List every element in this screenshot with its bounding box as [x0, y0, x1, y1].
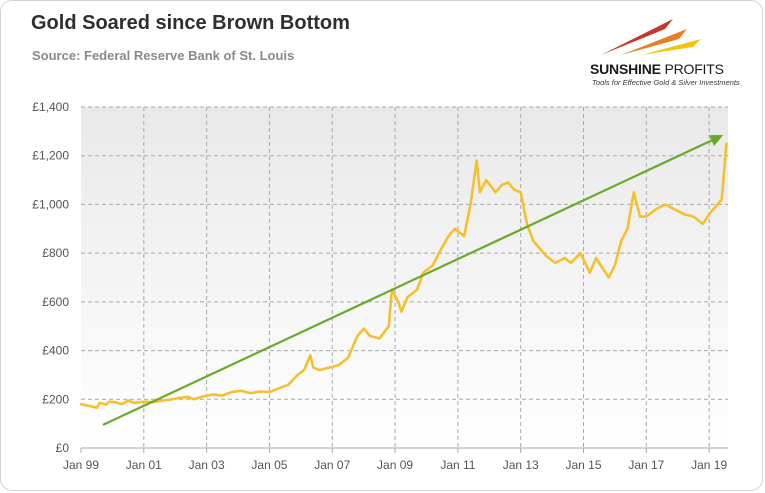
x-tick-label: Jan 13	[503, 458, 539, 472]
x-tick-label: Jan 17	[628, 458, 664, 472]
logo-tagline: Tools for Effective Gold & Silver Invest…	[592, 78, 740, 87]
logo-swoosh-orange	[621, 29, 687, 55]
x-tick-label: Jan 19	[691, 458, 727, 472]
x-tick-label: Jan 09	[377, 458, 413, 472]
logo-brand-a: SUNSHINE	[590, 61, 661, 77]
gold-price-line	[79, 142, 728, 410]
x-tick-label: Jan 07	[314, 458, 350, 472]
y-tick-label: £800	[42, 246, 69, 260]
plot-area	[81, 107, 728, 448]
series-group	[79, 135, 728, 426]
sunshine-profits-logo: SUNSHINE PROFITS Tools for Effective Gol…	[581, 15, 751, 89]
x-tick-label: Jan 01	[126, 458, 162, 472]
logo-brand-b: PROFITS	[664, 61, 724, 77]
gridlines	[81, 106, 728, 448]
x-axis-ticks: Jan 99 Jan 01 Jan 03 Jan 05 Jan 07 Jan 09 Jan …	[63, 448, 727, 472]
y-tick-label: £200	[42, 392, 69, 406]
trend-arrow-head	[708, 135, 724, 146]
x-tick-label: Jan 11	[440, 458, 475, 472]
x-tick-label: Jan 99	[63, 458, 99, 472]
trend-arrow-line	[102, 139, 712, 426]
y-tick-label: £400	[42, 344, 69, 358]
y-tick-label: £0	[56, 441, 70, 455]
y-tick-label: £1,000	[32, 197, 69, 211]
logo-swoosh-red	[601, 19, 673, 55]
x-tick-label: Jan 15	[566, 458, 602, 472]
chart-subtitle: Source: Federal Reserve Bank of St. Loui…	[32, 48, 295, 63]
x-tick-label: Jan 03	[189, 458, 225, 472]
x-tick-label: Jan 05	[251, 458, 287, 472]
y-axis-ticks: £0 £200 £400 £600 £800 £1,000 £1,200 £1,400	[32, 100, 69, 455]
logo-wordmark: SUNSHINE PROFITS	[590, 61, 724, 77]
chart-title: Gold Soared since Brown Bottom	[31, 12, 350, 34]
logo-swoosh-yellow	[641, 39, 701, 55]
y-tick-label: £1,200	[32, 149, 69, 163]
y-tick-label: £1,400	[32, 100, 69, 114]
logo-swoosh-icon	[601, 19, 701, 55]
y-tick-label: £600	[42, 295, 69, 309]
